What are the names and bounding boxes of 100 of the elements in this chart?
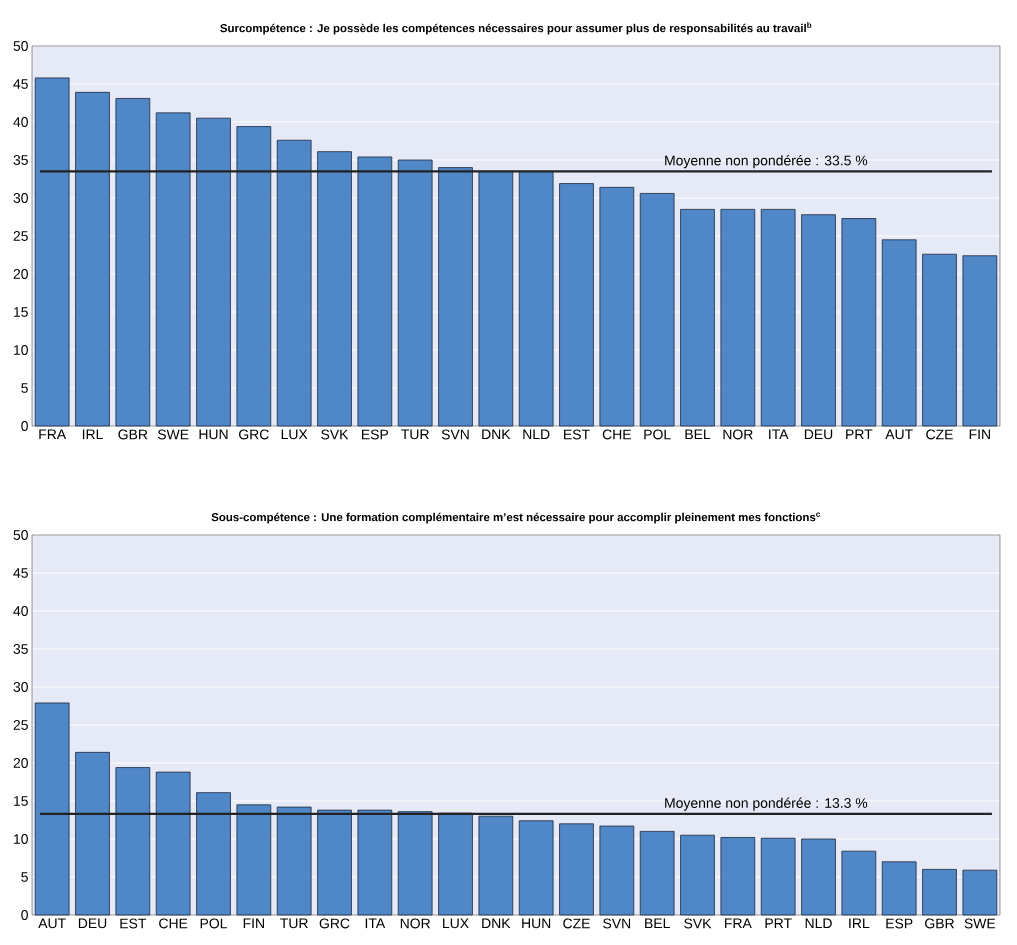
y-tick-label: 15 bbox=[14, 307, 28, 317]
x-tick-label: GBR bbox=[118, 429, 148, 440]
x-tick-label: HUN bbox=[522, 918, 551, 929]
x-tick-label: ITA bbox=[769, 429, 789, 440]
x-tick-label: DNK bbox=[482, 918, 511, 929]
x-tick-label: ESP bbox=[362, 429, 389, 440]
bar bbox=[276, 139, 312, 427]
x-tick-label: BEL bbox=[645, 918, 670, 929]
bar bbox=[922, 253, 957, 427]
bar bbox=[881, 861, 917, 916]
bar bbox=[438, 167, 473, 427]
y-tick-label: 45 bbox=[13, 79, 28, 89]
bar bbox=[34, 702, 70, 916]
x-tick-label: DEU bbox=[78, 918, 107, 929]
bar bbox=[115, 98, 151, 427]
y-tick-label: 50 bbox=[13, 530, 28, 540]
bar bbox=[801, 214, 836, 427]
bar bbox=[196, 117, 231, 427]
x-tick-label: ESP bbox=[886, 918, 913, 929]
x-tick-label: POL bbox=[200, 918, 227, 929]
x-tick-label: LUX bbox=[443, 918, 469, 929]
bar bbox=[75, 751, 110, 916]
x-tick-label: TUR bbox=[280, 918, 308, 929]
ref-line-label: Moyenne non pondérée : 13.3 % bbox=[665, 797, 868, 811]
bar bbox=[34, 77, 70, 427]
bar bbox=[115, 767, 151, 916]
y-tick-label: 5 bbox=[21, 872, 28, 882]
x-tick-label: BEL bbox=[685, 429, 711, 440]
bar bbox=[760, 837, 796, 916]
x-tick-label: GRC bbox=[319, 918, 350, 929]
x-tick-label: DEU bbox=[804, 429, 833, 440]
y-tick-label: 45 bbox=[13, 568, 28, 578]
y-tick-label: 30 bbox=[13, 193, 28, 203]
y-tick-label: 25 bbox=[13, 231, 28, 241]
x-tick-label: AUT bbox=[885, 429, 913, 440]
bar bbox=[478, 170, 514, 427]
x-tick-label: HUN bbox=[199, 429, 228, 440]
x-tick-label: SVK bbox=[321, 429, 349, 440]
bar bbox=[155, 771, 191, 916]
x-tick-label: CHE bbox=[159, 918, 188, 929]
x-tick-label: NOR bbox=[400, 918, 431, 929]
bar bbox=[236, 126, 272, 427]
x-tick-label: FRA bbox=[725, 918, 752, 929]
x-tick-label: NLD bbox=[805, 918, 832, 929]
bar bbox=[841, 850, 877, 916]
x-tick-label: IRL bbox=[849, 918, 870, 929]
bar bbox=[720, 208, 756, 427]
y-tick-label: 30 bbox=[13, 682, 28, 692]
bar bbox=[720, 837, 756, 916]
bar bbox=[639, 193, 675, 427]
bar bbox=[599, 186, 635, 427]
y-tick-label: 20 bbox=[13, 758, 28, 768]
bar bbox=[680, 208, 715, 427]
x-tick-label: LUX bbox=[281, 429, 308, 440]
y-tick-label: 20 bbox=[13, 269, 28, 279]
x-tick-label: POL bbox=[644, 429, 671, 440]
bar bbox=[518, 170, 554, 427]
bar bbox=[518, 820, 554, 916]
x-tick-label: GBR bbox=[925, 918, 954, 929]
x-tick-label: SWE bbox=[964, 918, 996, 929]
x-tick-label: PRT bbox=[765, 918, 792, 929]
x-tick-label: DNK bbox=[482, 429, 511, 440]
bar bbox=[559, 183, 594, 427]
y-tick-label: 40 bbox=[13, 117, 28, 127]
chart-title: Surcompétence : Je possède les compétences nécessaires pour assumer plus de responsabilités au travail$^{b}$ bbox=[220, 21, 812, 35]
x-tick-label: GRC bbox=[239, 429, 269, 440]
bar bbox=[962, 869, 998, 916]
bar bbox=[680, 834, 715, 916]
x-tick-label: SVN bbox=[441, 429, 469, 440]
x-tick-label: TUR bbox=[401, 429, 429, 440]
x-tick-label: SVK bbox=[684, 918, 712, 929]
bar bbox=[841, 218, 877, 427]
ref-line-label: Moyenne non pondérée : 33.5 % bbox=[665, 155, 868, 169]
y-tick-label: 35 bbox=[13, 644, 28, 654]
bar bbox=[962, 255, 998, 427]
x-tick-label: EST bbox=[564, 429, 590, 440]
x-tick-label: FRA bbox=[39, 429, 67, 440]
bar bbox=[639, 831, 675, 916]
bar bbox=[357, 156, 393, 427]
bar bbox=[599, 825, 635, 916]
bar bbox=[922, 869, 957, 916]
x-tick-label: CHE bbox=[602, 429, 631, 440]
y-tick-label: 0 bbox=[21, 421, 28, 431]
bar bbox=[397, 811, 433, 916]
x-tick-label: CZE bbox=[926, 429, 953, 440]
bar bbox=[196, 792, 231, 916]
x-tick-label: NOR bbox=[723, 429, 753, 440]
bar bbox=[276, 806, 312, 916]
y-tick-label: 25 bbox=[13, 720, 28, 730]
x-tick-label: FIN bbox=[969, 429, 990, 440]
bar bbox=[438, 812, 473, 916]
x-tick-label: CZE bbox=[563, 918, 590, 929]
bar bbox=[397, 159, 433, 427]
x-tick-label: SVN bbox=[603, 918, 631, 929]
y-tick-label: 10 bbox=[14, 345, 28, 355]
x-tick-label: AUT bbox=[38, 918, 66, 929]
y-tick-label: 5 bbox=[21, 383, 28, 393]
x-tick-label: ITA bbox=[365, 918, 386, 929]
bar bbox=[881, 239, 917, 427]
x-tick-label: NLD bbox=[523, 429, 550, 440]
